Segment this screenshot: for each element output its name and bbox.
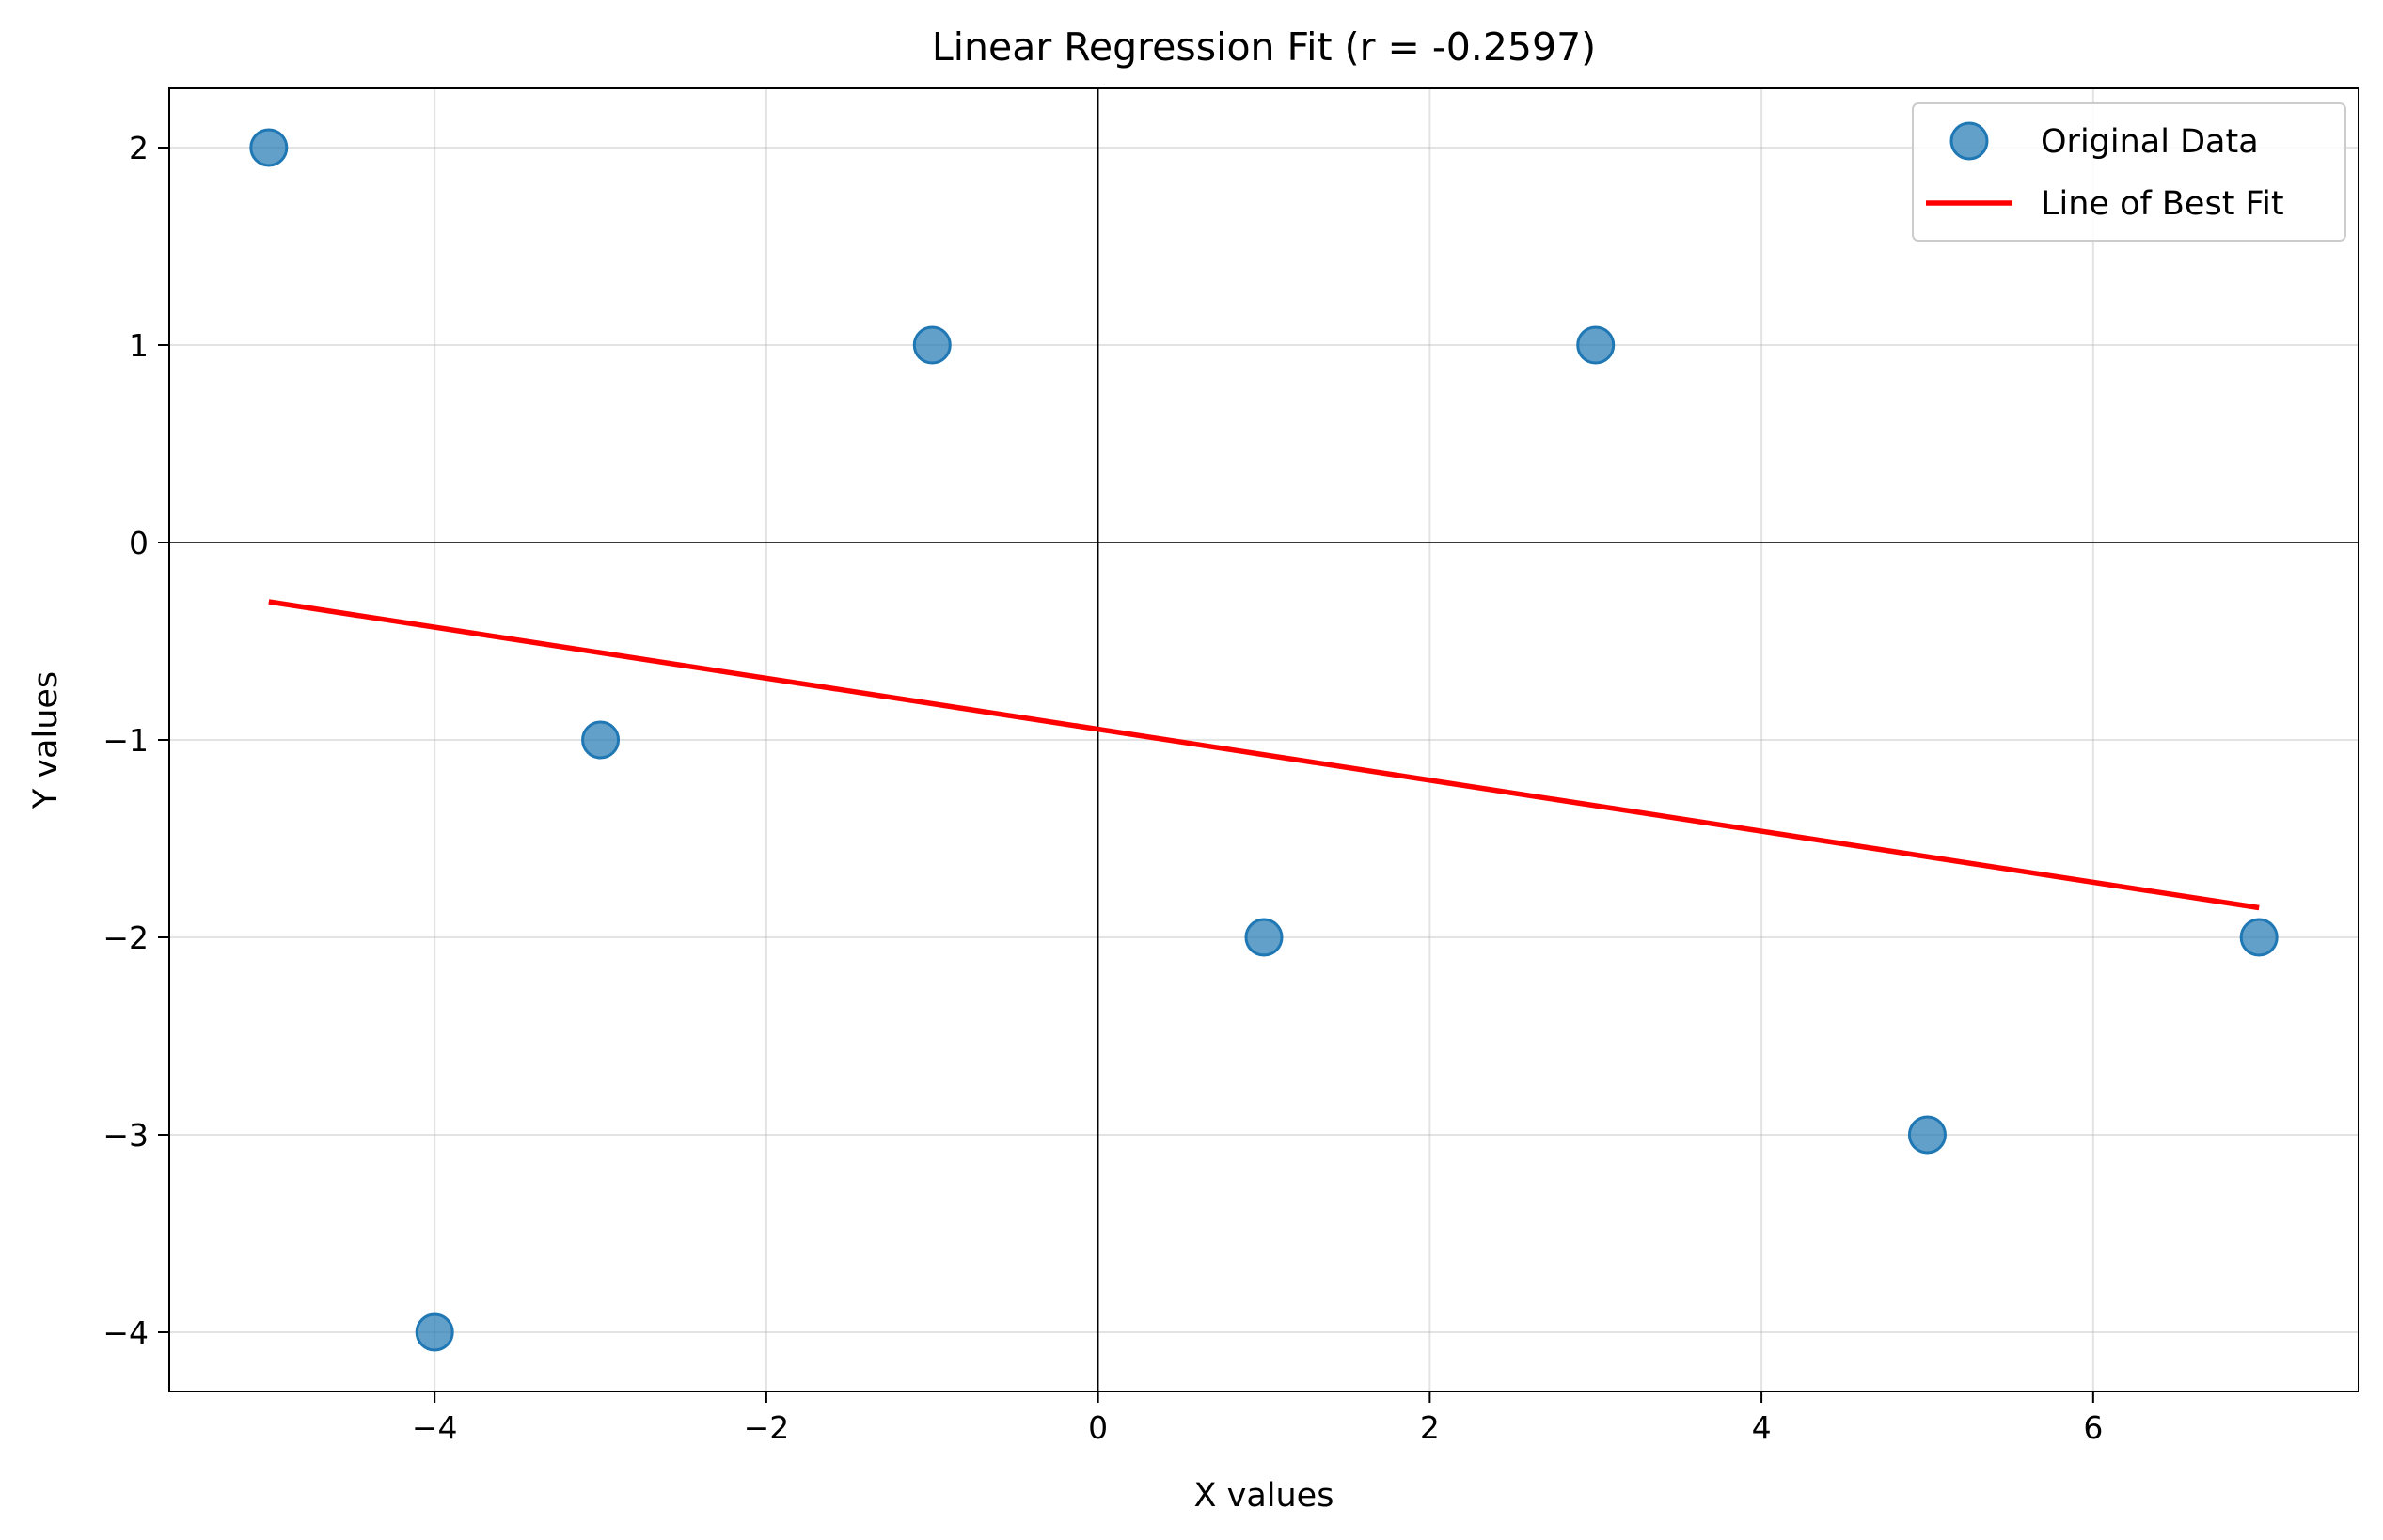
legend-marker-scatter [1949,121,1989,161]
zero-lines [169,88,2359,1391]
y-tick-label: −3 [103,1117,149,1154]
data-point [1576,325,1616,365]
series [249,128,2279,1352]
data-point [581,720,621,760]
legend: Original Data Line of Best Fit [1912,102,2346,242]
data-point [2239,918,2279,957]
y-tick-label: −4 [103,1314,149,1351]
x-tick-label: 0 [1088,1409,1108,1446]
ticks: −4 −2 0 2 4 6 −4 −3 −2 −1 0 1 2 [103,130,2103,1446]
y-tick-label: 2 [129,130,149,166]
x-tick-label: 4 [1752,1409,1772,1446]
legend-label: Original Data [2041,123,2259,161]
data-point [1907,1115,1947,1155]
legend-label: Line of Best Fit [2041,185,2284,223]
x-tick-label: 6 [2083,1409,2103,1446]
x-axis-label: X values [1194,1477,1334,1515]
data-point [415,1312,454,1352]
x-tick-label: 2 [1420,1409,1440,1446]
legend-box [1912,102,2346,242]
y-tick-label: 0 [129,525,149,561]
data-point [912,325,952,365]
y-tick-label: 1 [129,327,149,364]
data-point [249,128,289,167]
x-tick-label: −2 [744,1409,790,1446]
y-tick-label: −1 [103,722,149,759]
data-point [1244,918,1284,957]
x-tick-label: −4 [412,1409,458,1446]
chart-title: Linear Regression Fit (r = -0.2597) [932,24,1596,70]
y-axis-label: Y values [27,671,65,809]
fit-line [268,599,2260,911]
y-tick-label: −2 [103,919,149,956]
